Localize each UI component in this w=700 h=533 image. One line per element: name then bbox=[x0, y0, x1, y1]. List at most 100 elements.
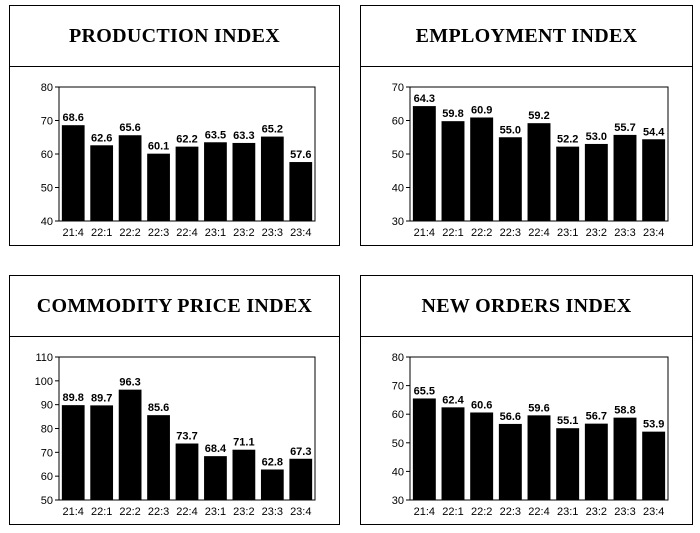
x-tick-label: 22:2 bbox=[471, 227, 492, 239]
x-tick-label: 23:3 bbox=[614, 227, 635, 239]
bar bbox=[642, 139, 666, 221]
x-tick-label: 22:4 bbox=[528, 506, 549, 518]
y-tick-label: 110 bbox=[35, 352, 53, 364]
x-tick-label: 23:3 bbox=[614, 506, 635, 518]
x-tick-label: 22:1 bbox=[91, 227, 112, 239]
data-label: 63.3 bbox=[233, 130, 254, 142]
bar bbox=[232, 142, 256, 221]
bar bbox=[147, 153, 170, 221]
bar bbox=[175, 443, 199, 500]
data-label: 52.2 bbox=[557, 134, 578, 146]
data-label: 53.0 bbox=[586, 131, 607, 143]
bar bbox=[441, 121, 465, 221]
y-tick-label: 50 bbox=[392, 149, 404, 161]
y-tick-label: 100 bbox=[35, 376, 53, 388]
x-tick-label: 22:3 bbox=[500, 227, 521, 239]
y-tick-label: 70 bbox=[392, 381, 404, 393]
data-label: 58.8 bbox=[614, 405, 635, 417]
chart-title: COMMODITY PRICE INDEX bbox=[10, 276, 339, 337]
x-tick-label: 23:4 bbox=[290, 227, 311, 239]
data-label: 62.6 bbox=[91, 132, 112, 144]
bar bbox=[441, 407, 465, 500]
bar bbox=[260, 136, 284, 221]
data-label: 59.6 bbox=[528, 402, 549, 414]
y-tick-label: 50 bbox=[41, 183, 53, 195]
data-label: 89.8 bbox=[63, 392, 84, 404]
data-label: 67.3 bbox=[290, 446, 311, 458]
bar bbox=[118, 135, 142, 221]
bar bbox=[412, 398, 436, 500]
data-label: 68.6 bbox=[63, 112, 84, 124]
y-tick-label: 70 bbox=[41, 447, 53, 459]
data-label: 53.9 bbox=[643, 419, 664, 431]
x-tick-label: 23:1 bbox=[205, 227, 226, 239]
bar-chart-commodity-price: 50 60 70 80 90 100 110 89.8 21:4 89.7 22:1 96.3 22:2… bbox=[35, 352, 316, 518]
x-tick-label: 23:4 bbox=[643, 506, 664, 518]
data-label: 65.6 bbox=[119, 122, 140, 134]
x-tick-label: 23:3 bbox=[262, 227, 283, 239]
chart-panel-production: PRODUCTION INDEX 40 50 60 70 80 68.6 21:4 62.6 2… bbox=[9, 5, 340, 246]
bar bbox=[470, 117, 494, 221]
y-tick-label: 80 bbox=[41, 424, 53, 436]
y-tick-label: 60 bbox=[41, 471, 53, 483]
y-tick-label: 50 bbox=[392, 438, 404, 450]
x-tick-label: 22:2 bbox=[471, 506, 492, 518]
bar bbox=[289, 458, 313, 500]
x-tick-label: 23:1 bbox=[205, 506, 226, 518]
x-tick-label: 22:1 bbox=[442, 506, 463, 518]
bar bbox=[118, 389, 142, 500]
x-tick-label: 23:2 bbox=[586, 506, 607, 518]
y-tick-label: 70 bbox=[392, 82, 404, 94]
bar bbox=[498, 423, 522, 500]
y-tick-label: 40 bbox=[392, 466, 404, 478]
bar bbox=[232, 449, 256, 500]
y-tick-label: 80 bbox=[41, 82, 53, 94]
x-tick-label: 23:2 bbox=[233, 227, 254, 239]
bar-chart-production: 40 50 60 70 80 68.6 21:4 62.6 22:1 65.6 22:2 60.1 22… bbox=[41, 82, 316, 239]
data-label: 59.2 bbox=[528, 110, 549, 122]
y-tick-label: 30 bbox=[392, 495, 404, 507]
bar bbox=[412, 106, 436, 221]
bar bbox=[613, 134, 637, 221]
x-tick-label: 22:2 bbox=[119, 506, 140, 518]
chart-title: EMPLOYMENT INDEX bbox=[361, 6, 692, 67]
y-tick-label: 50 bbox=[41, 495, 53, 507]
x-tick-label: 23:4 bbox=[290, 506, 311, 518]
x-tick-label: 22:3 bbox=[500, 506, 521, 518]
y-tick-label: 60 bbox=[392, 409, 404, 421]
bar bbox=[527, 415, 551, 500]
data-label: 71.1 bbox=[233, 437, 254, 449]
data-label: 89.7 bbox=[91, 392, 112, 404]
data-label: 55.1 bbox=[557, 415, 578, 427]
y-tick-label: 80 bbox=[392, 352, 404, 364]
bar bbox=[642, 431, 666, 500]
data-label: 62.2 bbox=[176, 134, 197, 146]
chart-panel-new-orders: NEW ORDERS INDEX 30 40 50 60 70 80 65.5 21:4 62.… bbox=[360, 275, 693, 525]
x-tick-label: 23:4 bbox=[643, 227, 664, 239]
bar bbox=[90, 145, 114, 221]
data-label: 59.8 bbox=[442, 108, 463, 120]
bar bbox=[584, 143, 608, 221]
x-tick-label: 22:4 bbox=[176, 506, 197, 518]
x-tick-label: 23:2 bbox=[586, 227, 607, 239]
data-label: 73.7 bbox=[176, 431, 197, 443]
bar-chart-employment: 30 40 50 60 70 64.3 21:4 59.8 22:1 60.9 22:2 55.0 22… bbox=[392, 82, 669, 239]
data-label: 64.3 bbox=[414, 93, 435, 105]
bar bbox=[204, 142, 227, 221]
bar bbox=[260, 469, 284, 500]
data-label: 54.4 bbox=[643, 126, 665, 138]
y-tick-label: 30 bbox=[392, 216, 404, 228]
y-tick-label: 40 bbox=[392, 183, 404, 195]
bar bbox=[204, 456, 227, 500]
chart-panel-commodity-price: COMMODITY PRICE INDEX 50 60 70 80 90 100 110 89… bbox=[9, 275, 340, 525]
data-label: 65.5 bbox=[414, 385, 435, 397]
x-tick-label: 21:4 bbox=[63, 227, 84, 239]
bar bbox=[470, 412, 494, 500]
x-tick-label: 23:3 bbox=[262, 506, 283, 518]
x-tick-label: 22:1 bbox=[91, 506, 112, 518]
x-tick-label: 21:4 bbox=[63, 506, 84, 518]
data-label: 68.4 bbox=[205, 443, 227, 455]
bar bbox=[556, 146, 580, 221]
y-tick-label: 60 bbox=[392, 116, 404, 128]
data-label: 55.7 bbox=[614, 122, 635, 134]
